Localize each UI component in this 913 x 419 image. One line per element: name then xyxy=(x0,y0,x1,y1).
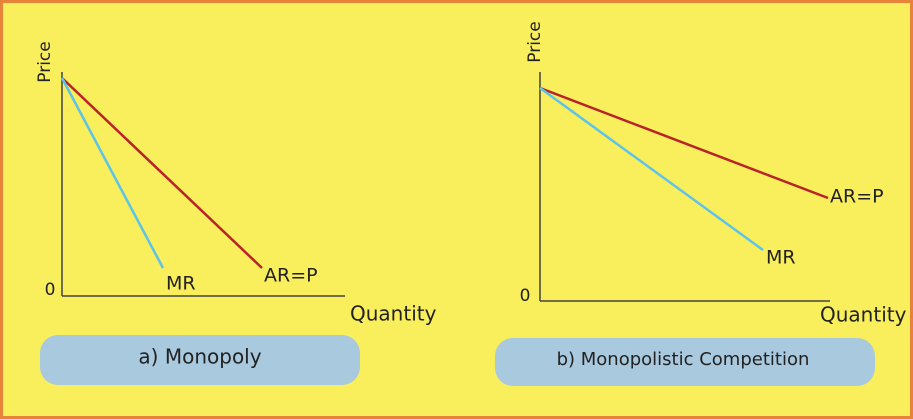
origin-label: 0 xyxy=(45,280,56,300)
caption-box xyxy=(40,335,360,385)
y-axis-label: Price xyxy=(35,41,55,82)
curve-label: MR xyxy=(166,273,196,295)
mr-curve xyxy=(60,77,165,269)
caption-box xyxy=(495,338,875,386)
x-axis-label: Quantity xyxy=(820,303,907,327)
y-axis-label: Price xyxy=(525,21,545,62)
ar-curve xyxy=(539,86,829,200)
x-axis-label: Quantity xyxy=(350,302,437,326)
panel-monopolistic-competition: Price 0 MR AR=P Quantity b) Monopolistic… xyxy=(495,21,907,386)
curve-label: MR xyxy=(766,247,796,269)
curve-label: AR=P xyxy=(264,265,318,287)
caption: b) Monopolistic Competition xyxy=(557,349,810,370)
mr-curve xyxy=(539,86,764,252)
ar-curve xyxy=(61,77,263,269)
origin-label: 0 xyxy=(520,286,531,306)
panel-monopoly: Price 0 MR AR=P Quantity a) Monopoly xyxy=(35,41,437,385)
caption: a) Monopoly xyxy=(138,345,261,369)
curve-label: AR=P xyxy=(830,186,884,208)
